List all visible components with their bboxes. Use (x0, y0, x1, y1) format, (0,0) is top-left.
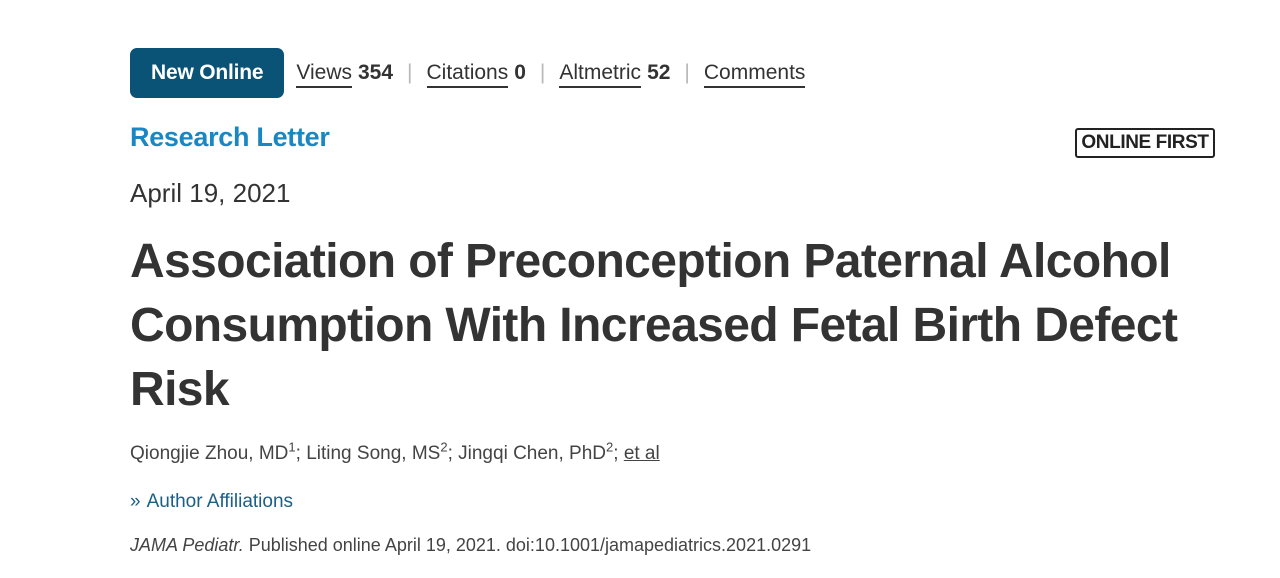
views-metric[interactable]: Views 354 (296, 48, 393, 98)
citations-count: 0 (514, 61, 526, 84)
author-separator: ; (447, 443, 459, 464)
author-affiliations-toggle[interactable]: » Author Affiliations (130, 491, 293, 513)
metric-separator: | (539, 61, 546, 84)
article-metrics-bar: New Online Views 354 | Citations 0 | Alt… (130, 48, 806, 98)
double-chevron-right-icon: » (130, 491, 141, 512)
online-first-badge: ONLINE FIRST (1075, 128, 1215, 158)
author-affiliation-number: 2 (440, 439, 448, 455)
author-affiliation-number: 2 (606, 439, 614, 455)
metric-separator: | (684, 61, 690, 84)
author-list: Qiongjie Zhou, MD1; Liting Song, MS2; Ji… (130, 439, 660, 465)
views-count: 354 (358, 61, 394, 84)
author-separator: ; (613, 443, 624, 464)
article-title: Association of Preconception Paternal Al… (130, 235, 1178, 416)
comments-metric[interactable]: Comments (703, 48, 806, 98)
journal-abbreviation: JAMA Pediatr. (130, 535, 244, 555)
article-type-label[interactable]: Research Letter (130, 122, 330, 152)
publication-date: April 19, 2021 (130, 178, 291, 208)
citation-line: JAMA Pediatr. Published online April 19,… (130, 535, 811, 556)
author-affiliation-number: 1 (288, 439, 296, 455)
citations-link[interactable]: Citations (426, 62, 509, 88)
altmetric-metric[interactable]: Altmetric 52 (559, 48, 670, 98)
metric-separator: | (407, 61, 413, 84)
author-name[interactable]: Qiongjie Zhou, MD (130, 443, 289, 464)
altmetric-count: 52 (647, 61, 671, 84)
author-name[interactable]: Liting Song, MS (306, 443, 441, 464)
views-link[interactable]: Views (296, 62, 352, 88)
author-affiliations-label[interactable]: Author Affiliations (146, 491, 294, 512)
author-name[interactable]: Jingqi Chen, PhD (458, 443, 607, 464)
citations-metric[interactable]: Citations 0 (426, 48, 526, 98)
et-al-link[interactable]: et al (623, 443, 660, 464)
comments-link[interactable]: Comments (703, 62, 806, 88)
new-online-badge[interactable]: New Online (130, 48, 285, 98)
altmetric-link[interactable]: Altmetric (559, 62, 642, 88)
author-separator: ; (295, 443, 307, 464)
citation-details: Published online April 19, 2021. doi:10.… (243, 535, 812, 555)
